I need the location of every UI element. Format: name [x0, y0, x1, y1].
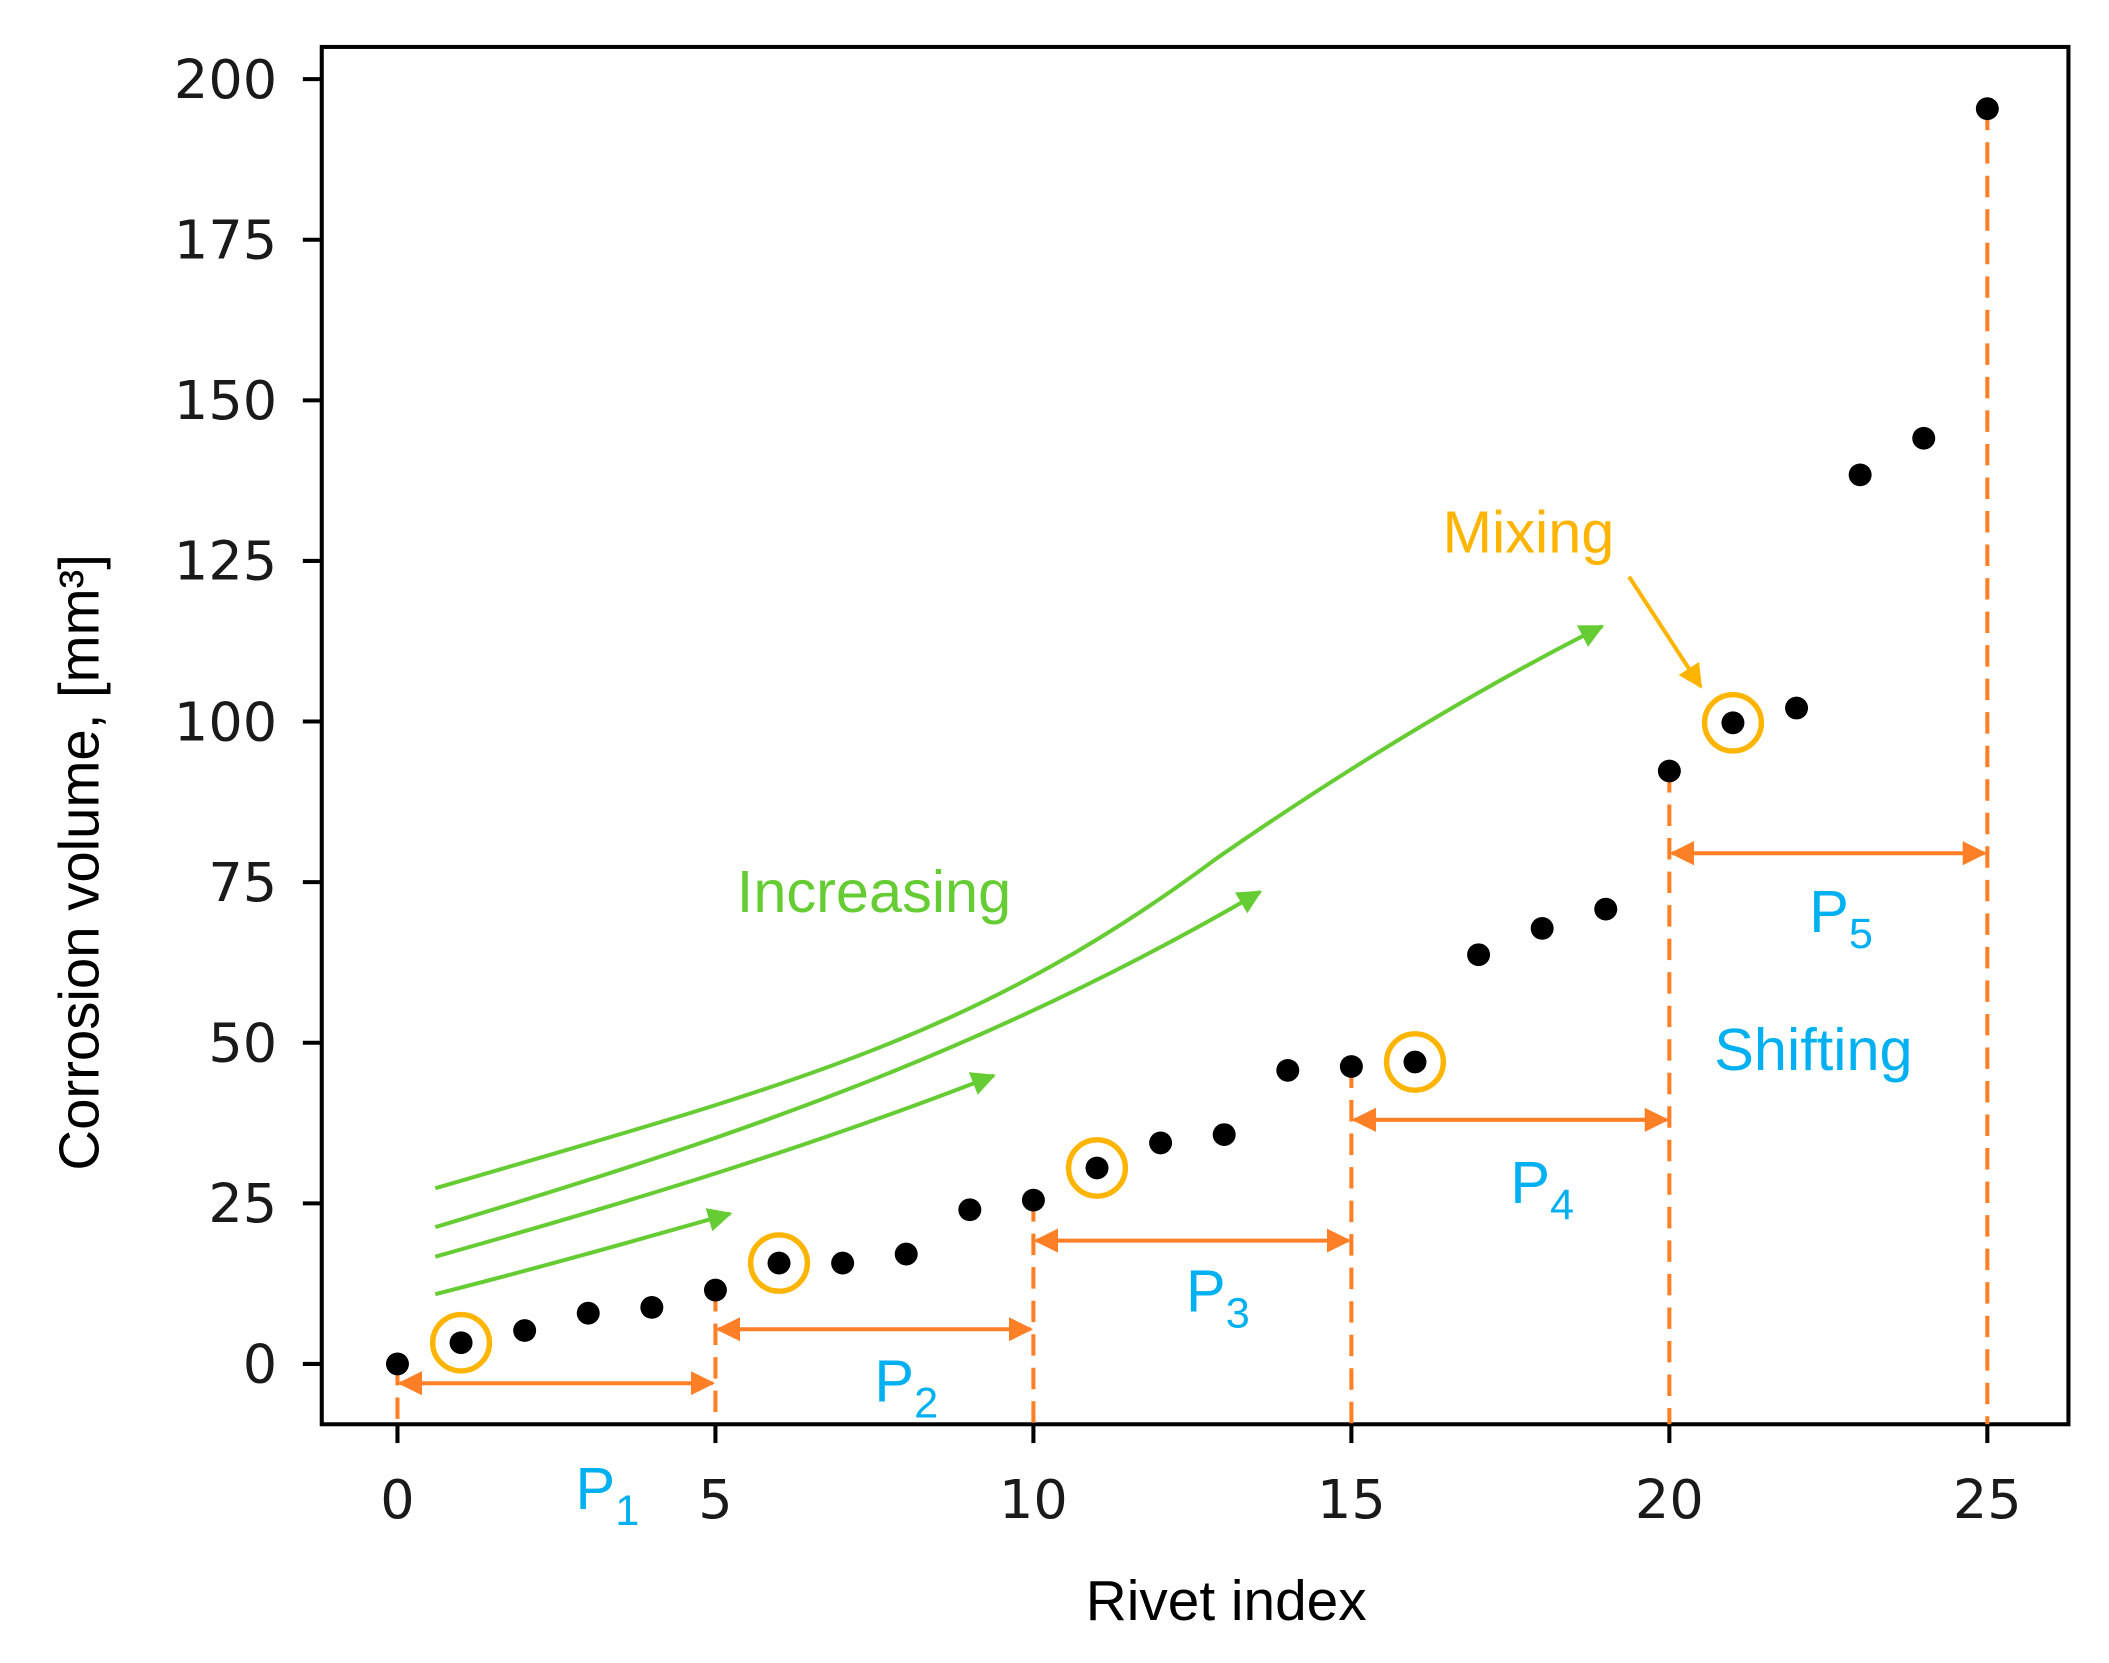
y-tick-label: 0	[243, 1333, 277, 1396]
data-point	[1149, 1131, 1173, 1155]
partition-label: P2	[874, 1348, 938, 1428]
mixing-label: Mixing	[1443, 499, 1615, 566]
axis-ticks: 0 5 10 15 20 25 0 25 50 75 100 125 150 175 200	[174, 48, 2022, 1531]
data-point	[640, 1295, 664, 1319]
increasing-arrow-3	[434, 890, 1263, 1230]
x-tick-label: 25	[1953, 1468, 2022, 1531]
increasing-label: Increasing	[737, 858, 1011, 925]
circled-point-ring	[429, 1311, 493, 1374]
x-tick-label: 10	[999, 1468, 1068, 1531]
data-point	[385, 1352, 409, 1376]
circled-point-ring	[747, 1232, 811, 1294]
x-tick-label: 5	[698, 1468, 732, 1531]
increasing-arrows	[434, 624, 1605, 1297]
x-tick-label: 0	[380, 1468, 414, 1531]
increasing-arrow-1	[434, 1208, 733, 1297]
plot-frame	[319, 44, 2071, 1427]
data-point	[1785, 696, 1809, 720]
data-point	[1467, 943, 1491, 967]
partition-label: P3	[1186, 1258, 1250, 1338]
x-tick-label: 15	[1317, 1468, 1386, 1531]
data-point	[831, 1251, 855, 1275]
data-point	[958, 1198, 982, 1222]
partition-label: P1	[576, 1455, 640, 1535]
circled-point-ring	[1701, 691, 1765, 754]
data-point	[1721, 711, 1745, 735]
mixing-arrow	[1627, 575, 1703, 689]
data-point	[894, 1242, 918, 1266]
data-points	[385, 97, 1999, 1376]
circled-point-ring	[1383, 1031, 1447, 1093]
y-tick-label: 125	[174, 530, 277, 593]
circled-point-ring	[1065, 1137, 1129, 1199]
data-point	[1912, 426, 1936, 450]
shifting-label: Shifting	[1714, 1016, 1912, 1083]
partitions-layer: P1 P2 P3 P4 P5	[395, 108, 1990, 1535]
data-point	[1085, 1156, 1109, 1180]
y-tick-label: 200	[174, 48, 277, 111]
partition-label: P4	[1510, 1149, 1574, 1229]
data-point	[1021, 1188, 1045, 1212]
x-tick-label: 20	[1635, 1468, 1704, 1531]
data-point	[1848, 463, 1872, 487]
data-point	[1975, 97, 1999, 121]
y-tick-label: 175	[174, 209, 277, 272]
y-tick-label: 50	[208, 1012, 277, 1075]
y-axis-label: Corrosion volume, [mm³]	[47, 554, 110, 1171]
data-point	[1657, 759, 1681, 783]
partition-label: P5	[1809, 878, 1873, 958]
data-point	[449, 1331, 473, 1355]
data-point	[1403, 1050, 1427, 1074]
data-point	[1530, 916, 1554, 940]
data-point	[703, 1278, 727, 1302]
data-point	[1212, 1123, 1236, 1146]
data-point	[767, 1251, 791, 1275]
increasing-arrow-4	[434, 624, 1605, 1191]
increasing-arrow-2	[434, 1072, 996, 1259]
data-point	[1594, 897, 1618, 921]
data-point	[513, 1319, 537, 1342]
data-point	[1339, 1055, 1363, 1078]
data-point	[576, 1301, 600, 1325]
x-axis-label: Rivet index	[1086, 1569, 1367, 1632]
y-tick-label: 150	[174, 369, 277, 432]
data-point	[1276, 1058, 1300, 1082]
y-tick-label: 100	[174, 691, 277, 754]
y-tick-label: 75	[208, 851, 277, 914]
y-tick-label: 25	[208, 1172, 277, 1235]
